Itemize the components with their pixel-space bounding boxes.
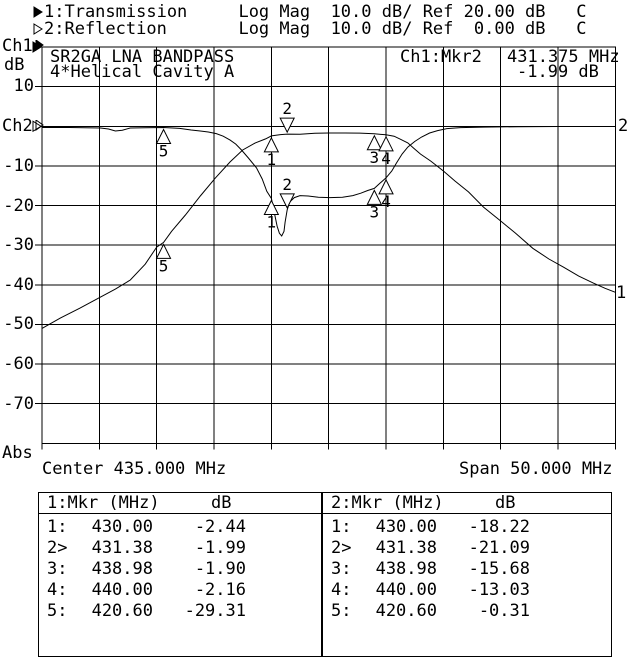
marker-table-cell: 2>	[47, 538, 68, 558]
marker-table-cell: -1.90	[194, 559, 246, 579]
marker-table-cell: 5:	[47, 601, 68, 621]
marker-triangle-icon	[378, 135, 394, 152]
marker-table-row: 3: 438.98 -1.90	[39, 559, 321, 580]
marker-number-label: 2	[282, 175, 292, 194]
trace-transmission	[41, 132, 616, 329]
marker-table-cell: -0.31	[478, 601, 530, 621]
marker-table-cell: 420.60	[375, 601, 437, 621]
title-line1: SR2GA LNA BANDPASS	[50, 47, 235, 67]
marker-table-ch1: 1:Mkr (MHz) dB 1: 430.00 -2.44 2> 431.38 -1.9…	[38, 492, 322, 657]
marker-table-ch1-header: 1:Mkr (MHz) dB	[39, 493, 321, 514]
ch1-axis-label: Ch1	[2, 36, 33, 56]
marker-table-cell: -13.03	[468, 580, 530, 600]
marker-triangle-icon	[155, 243, 172, 259]
marker-table-cell: 4:	[331, 580, 352, 600]
marker-readout-channel: Ch1:Mkr2	[400, 47, 482, 67]
y-axis-label: -70	[3, 393, 34, 414]
channel2-annotation-text: 2:Reflection Log Mag 10.0 dB/ Ref 0.00 d…	[44, 19, 587, 39]
marker-number-label: 4	[381, 149, 391, 168]
marker-table-cell: 3:	[47, 559, 68, 579]
marker-table-row: 5: 420.60 -0.31	[323, 601, 611, 622]
trace2-end-label: 2	[618, 116, 629, 136]
marker-table-cell: -18.22	[468, 517, 530, 537]
y-axis-label: -10	[3, 155, 34, 176]
marker-table-row: 4: 440.00 -2.16	[39, 580, 321, 601]
marker-table-ch1-body: 1: 430.00 -2.44 2> 431.38 -1.99 3: 438.98 -1.90 4…	[39, 514, 321, 622]
y-axis-bottom-label: Abs	[2, 443, 33, 463]
marker-table-cell: 4:	[47, 580, 68, 600]
marker-table-cell: 438.98	[375, 559, 437, 579]
marker-triangle-icon	[263, 199, 280, 215]
marker-table-row: 2> 431.38 -1.99	[39, 538, 321, 559]
marker-table-ch2-header: 2:Mkr (MHz) dB	[323, 493, 611, 514]
title-line2: 4*Helical Cavity A	[50, 62, 235, 82]
marker-number-label: 2	[282, 99, 292, 118]
active-marker-triangle-icon	[279, 193, 295, 209]
marker-table-cell: 420.60	[91, 601, 153, 621]
marker-table-cell: -2.16	[194, 580, 246, 600]
y-axis-label: -50	[3, 314, 34, 335]
marker-table-cell: 3:	[331, 559, 352, 579]
y-axis-unit: dB	[4, 55, 25, 75]
marker-table-cell: 430.00	[375, 517, 437, 537]
marker-number-label: 5	[159, 141, 169, 160]
channel1-annotation-text: 1:Transmission Log Mag 10.0 dB/ Ref 20.0…	[44, 2, 587, 22]
marker-number-label: 1	[267, 150, 277, 169]
marker-table-cell: 1:	[331, 517, 352, 537]
marker-number-label: 3	[370, 202, 380, 221]
center-frequency-label: Center 435.000 MHz	[42, 459, 227, 479]
span-label: Span 50.000 MHz	[459, 459, 613, 479]
marker-table-cell: 5:	[331, 601, 352, 621]
marker-table-row: 2> 431.38 -21.09	[323, 538, 611, 559]
marker-number-label: 5	[159, 256, 169, 275]
y-axis-top-label: 10	[13, 76, 34, 96]
marker-table-cell: -29.31	[184, 601, 246, 621]
marker-readout-value: -1.99 dB	[517, 62, 599, 82]
table2-col2-header: dB	[495, 493, 516, 513]
marker-table-cell: 2>	[331, 538, 352, 558]
marker-triangle-icon	[378, 178, 394, 195]
marker-number-label: 4	[381, 192, 391, 211]
y-axis-label: -30	[3, 235, 34, 256]
trace1-end-label: 1	[616, 283, 627, 303]
marker-table-cell: -2.44	[194, 517, 246, 537]
marker-table-row: 1: 430.00 -2.44	[39, 517, 321, 538]
table1-col2-header: dB	[211, 493, 232, 513]
marker-table-cell: -1.99	[194, 538, 246, 558]
y-axis-label: -60	[3, 354, 34, 375]
marker-triangle-icon	[155, 128, 172, 144]
marker-triangle-icon	[366, 134, 383, 151]
marker-number-label: 1	[267, 212, 277, 231]
table1-col1-header: 1:Mkr (MHz)	[47, 493, 160, 513]
ch2-axis-label: Ch2	[2, 116, 33, 136]
marker-table-row: 5: 420.60 -29.31	[39, 601, 321, 622]
marker-table-cell: 438.98	[91, 559, 153, 579]
marker-table-cell: -21.09	[468, 538, 530, 558]
graticule-border	[41, 46, 616, 444]
marker-table-cell: 431.38	[91, 538, 153, 558]
marker-readout-freq: 431.375 MHz	[507, 47, 620, 67]
table2-col1-header: 2:Mkr (MHz)	[331, 493, 444, 513]
marker-number-label: 3	[370, 148, 380, 167]
marker-table-cell: 431.38	[375, 538, 437, 558]
marker-table-row: 3: 438.98 -15.68	[323, 559, 611, 580]
trace-reflection	[42, 126, 616, 237]
active-marker-triangle-icon	[279, 117, 295, 134]
marker-table-row: 4: 440.00 -13.03	[323, 580, 611, 601]
marker-table-ch2: 2:Mkr (MHz) dB 1: 430.00 -18.22 2> 431.38 -21…	[322, 492, 612, 657]
marker-table-cell: 440.00	[91, 580, 153, 600]
marker-table-cell: 1:	[47, 517, 68, 537]
y-axis-label: -40	[3, 274, 34, 295]
marker-table-row: 1: 430.00 -18.22	[323, 517, 611, 538]
marker-triangle-icon	[263, 136, 280, 153]
marker-table-cell: 440.00	[375, 580, 437, 600]
y-axis-label: -20	[3, 195, 34, 216]
marker-table-cell: -15.68	[468, 559, 530, 579]
marker-triangle-icon	[366, 189, 383, 205]
marker-table-cell: 430.00	[91, 517, 153, 537]
marker-table-ch2-body: 1: 430.00 -18.22 2> 431.38 -21.09 3: 438.98 -15.…	[323, 514, 611, 622]
